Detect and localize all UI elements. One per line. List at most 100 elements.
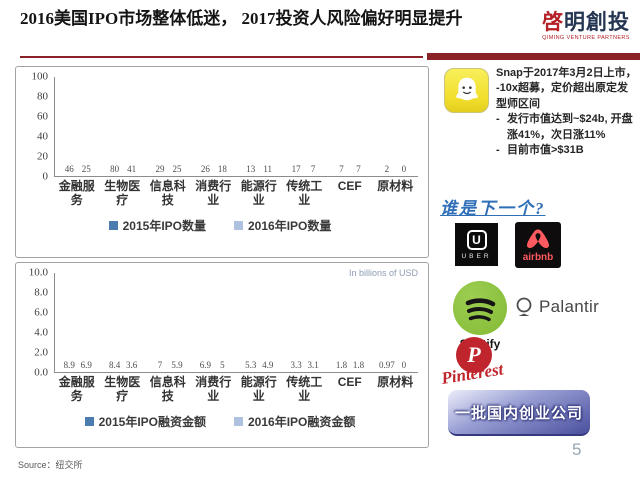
legend-swatch [84,417,94,426]
plot-area: 8.9 6.9 8.4 3.6 7 5.9 6.9 5 5.3 4.9 3.3 3.1 1.8 1.8 0.… [54,273,418,373]
bar-value-label: 7 [356,164,361,174]
x-tick-label: 消费行业 [195,375,232,403]
y-tick-label: 100 [31,70,49,83]
qiming-logo: 啓明創投 QIMING VENTURE PARTNERS [538,12,634,41]
x-axis-labels: 金融服务 生物医疗 信息科技 消费行业 能源行业 传统工业 CEF 原材料 [54,373,418,409]
x-tick-label: 生物医疗 [104,375,141,403]
bar-value-label: 6.9 [199,360,211,370]
y-tick-label: 10.0 [28,266,48,279]
bar-value-label: 13 [246,164,256,174]
bar-value-label: 18 [217,164,227,174]
uber-logo: U UBER [455,223,498,266]
bar-value-label: 1.8 [352,360,365,370]
bar-value-label: 3.3 [290,360,302,370]
bullet-dash: - [496,143,500,156]
snap-line: -10x超募，定价超出原定发型师区间 [496,82,629,110]
bar-value-label: 6.9 [80,360,92,370]
x-tick-label: 传统工业 [286,375,323,403]
bar-value-label: 4.9 [262,360,274,370]
snapchat-ghost-glyph [455,77,478,100]
snap-description: Snap于2017年3月2日上市， -10x超募，定价超出原定发型师区间 - 发… [496,66,637,158]
x-tick-label: 传统工业 [286,179,323,207]
legend-label: 2015年IPO融资金额 [98,415,206,429]
snapchat-ghost-icon [444,68,489,113]
bar-value-label: 0 [401,360,407,370]
bar-value-label: 17 [291,164,301,174]
y-tick-label: 20 [37,150,48,163]
y-tick-label: 80 [37,90,48,103]
bar-value-label: 25 [81,164,91,174]
legend-label: 2015年IPO数量 [122,219,206,233]
y-axis: 0.0 2.0 4.0 6.0 8.0 10.0 [22,267,54,378]
x-tick-label: CEF [337,179,362,193]
y-axis: 0 20 40 60 80 100 [22,71,54,182]
airbnb-wordmark: airbnb [522,252,554,263]
y-tick-label: 6.0 [34,306,48,319]
bar-value-label: 26 [200,164,210,174]
x-tick-label: 信息科技 [149,375,186,403]
uber-u-icon: U [466,229,487,250]
bar-value-label: 0.97 [378,360,395,370]
y-tick-label: 0.0 [34,366,48,379]
x-tick-label: 原材料 [377,179,414,193]
chart-annotation: In billions of USD [348,268,418,278]
y-tick-label: 0 [42,170,49,183]
palantir-wordmark: Palantir [539,297,600,316]
airbnb-logo: airbnb [515,222,561,268]
bar-value-label: 7 [157,360,163,370]
domestic-startups-badge: 一批国内创业公司 [448,390,590,436]
snap-bullet: - 发行市值达到~$24b, 开盘涨41%，次日涨11% [496,112,637,143]
bar-value-label: 8.4 [108,360,121,370]
bar-value-label: 3.1 [307,360,319,370]
y-tick-label: 60 [37,110,48,123]
x-tick-label: 原材料 [377,375,414,389]
snap-bullet-text: 发行市值达到~$24b, 开盘涨41%，次日涨11% [507,113,633,141]
bar-value-label: 7 [310,164,316,174]
y-tick-label: 8.0 [34,286,48,299]
bar-value-label: 46 [64,164,74,174]
bar-value-label: 1.8 [335,360,348,370]
ipo-proceeds-chart: In billions of USD 0.0 2.0 4.0 6.0 8.0 10.0 8… [15,262,429,448]
bar-value-label: 3.6 [125,360,138,370]
bar-value-label: 25 [172,164,182,174]
page-number: 5 [572,440,582,459]
pinterest-icon: P [456,337,492,373]
bar-value-label: 5.9 [171,360,183,370]
y-tick-label: 2.0 [34,346,48,359]
legend-swatch [108,221,118,230]
header-rule-thick [427,53,640,60]
legend-label: 2016年IPO数量 [248,219,332,233]
bullet-dash: - [496,113,500,126]
bar-value-label: 11 [263,164,273,174]
legend-item: 2016年IPO数量 [234,217,331,234]
source-note: Source：纽交所 [18,460,83,470]
x-tick-label: 能源行业 [240,375,277,403]
x-tick-label: 消费行业 [195,179,232,207]
chart-legend: 2015年IPO融资金额 2016年IPO融资金额 [22,409,418,432]
x-axis-labels: 金融服务 生物医疗 信息科技 消费行业 能源行业 传统工业 CEF 原材料 [54,177,418,213]
uber-wordmark: UBER [461,252,492,260]
palantir-logo: Palantir [514,296,599,318]
x-tick-label: 金融服务 [58,375,95,403]
chart-legend: 2015年IPO数量 2016年IPO数量 [22,213,418,236]
pinterest-p-glyph: P [467,342,481,367]
ipo-count-chart: 0 20 40 60 80 100 46 25 80 41 29 25 26 18 13 11 17 7 7 7 2 0… [15,66,429,258]
bar-value-label: 29 [155,164,165,174]
x-tick-label: 金融服务 [58,179,95,207]
y-tick-label: 4.0 [34,326,48,339]
bar-value-label: 41 [127,164,137,174]
x-tick-label: 能源行业 [240,179,277,207]
legend-item: 2016年IPO融资金额 [234,413,355,430]
snap-bullet-text: 目前市值>$31B [507,143,584,156]
legend-label: 2016年IPO融资金额 [248,415,356,429]
plot-area: 46 25 80 41 29 25 26 18 13 11 17 7 7 7 2 0 [54,77,418,177]
legend-swatch [234,417,243,426]
spotify-waves-icon [465,298,496,322]
airbnb-belo-icon [527,229,549,248]
qiming-logo-en: QIMING VENTURE PARTNERS [542,35,630,41]
bar-value-label: 7 [339,164,344,174]
who-is-next-link[interactable]: 谁是下一个? [440,199,546,218]
bar-value-label: 8.9 [63,360,75,370]
bar-value-label: 5 [220,360,225,370]
x-tick-label: 生物医疗 [104,179,141,207]
